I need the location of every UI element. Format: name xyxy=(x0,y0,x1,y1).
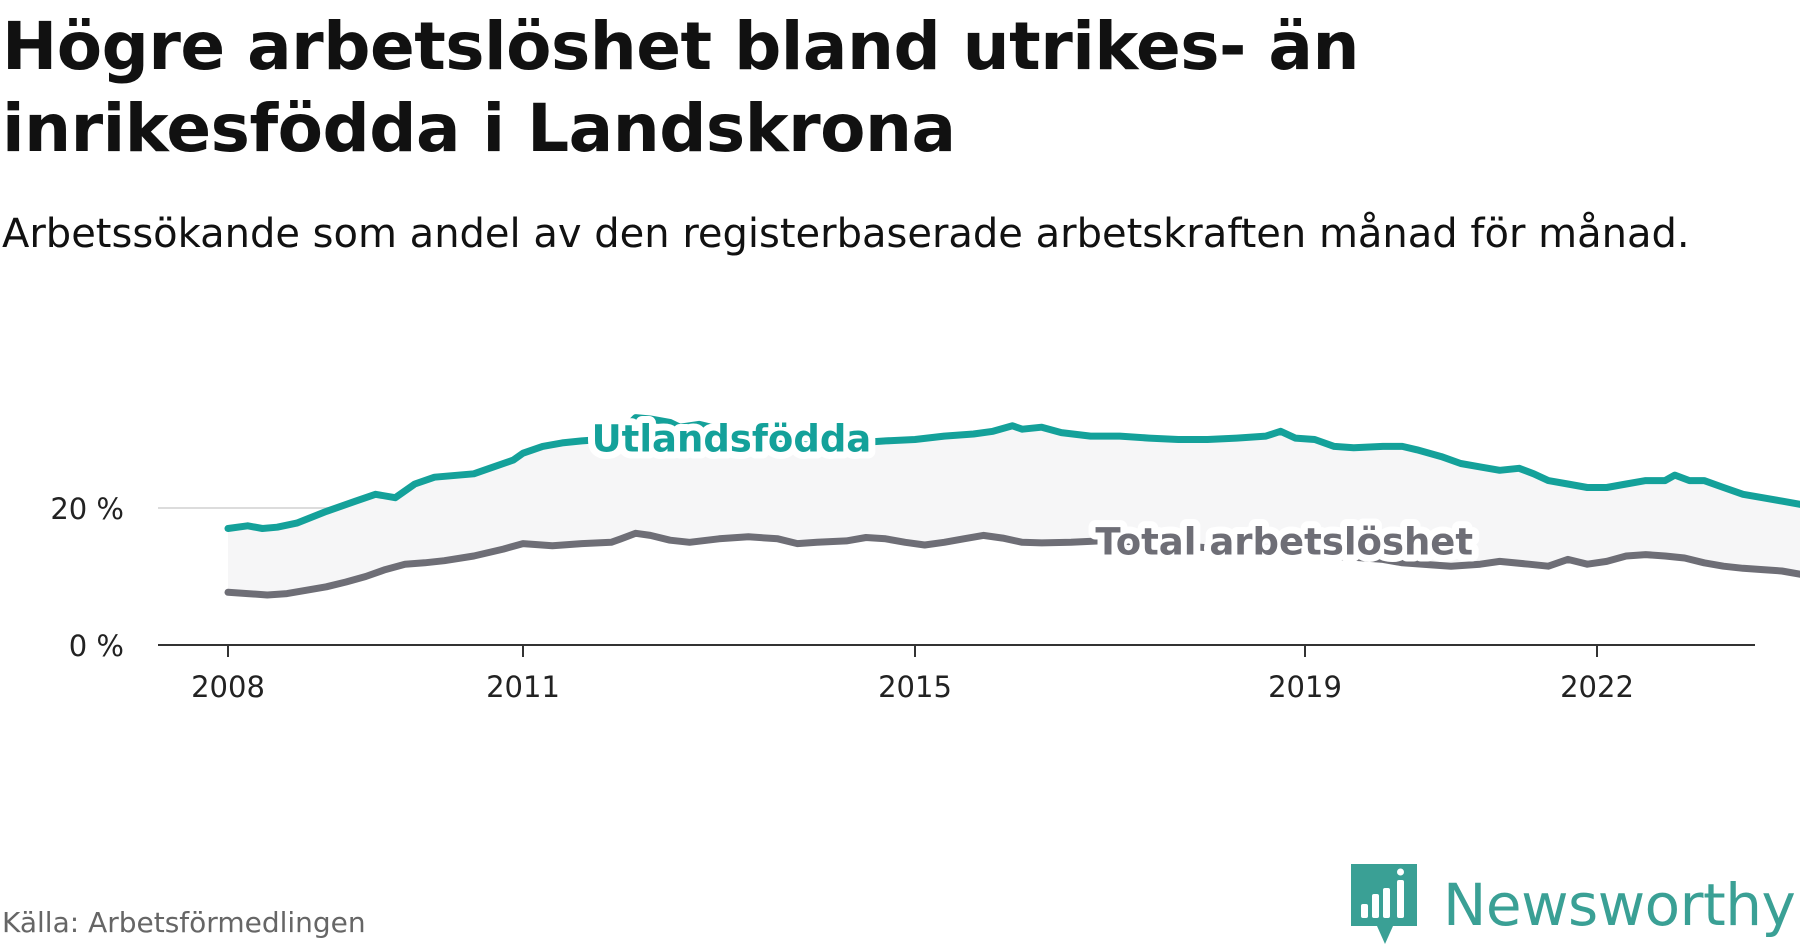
y-axis-ticks: 0 % 20 % xyxy=(50,492,124,663)
series-lines xyxy=(224,414,1800,599)
y-tick-label: 0 % xyxy=(69,629,124,663)
y-tick-label: 20 % xyxy=(50,492,124,526)
series-name-label: Total arbetslöshet xyxy=(1095,520,1473,563)
chart-subtitle: Arbetssökande som andel av den registerb… xyxy=(2,211,1690,257)
chart-title: Högre arbetslöshet bland utrikes- än inr… xyxy=(2,8,1359,167)
newsworthy-logo-icon xyxy=(1351,864,1417,944)
series-line-total xyxy=(224,529,1800,599)
brand-name: Newsworthy xyxy=(1443,871,1796,939)
series-labels: 19 %Utlandsfödda9,8 %Total arbetslöshet xyxy=(585,411,1480,571)
x-tick-label: 2019 xyxy=(1268,670,1342,704)
brand-logo[interactable]: Newsworthy xyxy=(1347,860,1796,950)
source-note: Källa: Arbetsförmedlingen xyxy=(2,906,366,939)
series-line-utlandsfodda xyxy=(224,414,1800,532)
series-name-label: Utlandsfödda xyxy=(592,418,872,461)
x-tick-label: 2008 xyxy=(191,670,265,704)
range-band xyxy=(228,417,1800,595)
line-chart: 2008 2011 2015 2019 2022 0 % 20 % 19 %Utlands… xyxy=(50,411,1800,704)
x-axis-ticks: 2008 2011 2015 2019 2022 xyxy=(191,645,1634,704)
x-tick-label: 2011 xyxy=(486,670,560,704)
x-tick-label: 2015 xyxy=(878,670,952,704)
x-tick-label: 2022 xyxy=(1560,670,1634,704)
